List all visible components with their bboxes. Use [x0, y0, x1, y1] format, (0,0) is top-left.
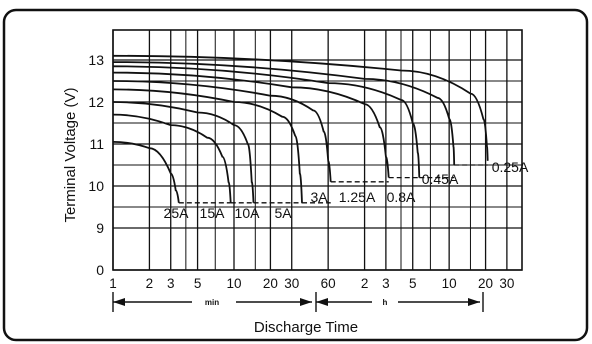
series-line-15A [112, 113, 232, 203]
x-tick-label: 10 [442, 276, 457, 291]
x-tick-label: 5 [409, 276, 417, 291]
cutoff-lines [178, 164, 488, 204]
y-tick-label: 12 [88, 94, 104, 110]
y-tick-label: 13 [88, 52, 104, 68]
series-line-25A [112, 141, 180, 203]
y-axis-label: Terminal Voltage (V) [62, 87, 79, 222]
x-tick-label: 20 [263, 276, 278, 291]
x-tick-label: 3 [382, 276, 390, 291]
x-tick-label: 1 [109, 276, 117, 291]
x-tick-label: 3 [167, 276, 175, 291]
x-tick-label: 2 [146, 276, 154, 291]
series-label: 0.8A [387, 189, 416, 205]
x-tick-label: 10 [226, 276, 241, 291]
x-tick-label: 30 [284, 276, 299, 291]
series-line-1.25A [112, 71, 390, 178]
plot-area [112, 29, 523, 271]
series-label: 1.25A [339, 189, 376, 205]
series-label: 5A [274, 205, 292, 221]
hours-range-label: h [383, 298, 388, 307]
y-tick-label: 10 [88, 178, 104, 194]
series-label: 3A [310, 189, 328, 205]
series-labels: 25A 15A 10A 5A 3A 1.25A 0.8A 0.45A 0.25A [164, 159, 529, 221]
series-line-0.45A [112, 61, 456, 166]
minutes-range-label: min [205, 298, 219, 307]
series-line-3A [112, 80, 332, 182]
x-tick-label: 5 [194, 276, 202, 291]
series-line-0.25A [112, 54, 489, 161]
series-label: 10A [235, 205, 261, 221]
series-label: 0.25A [492, 159, 529, 175]
series-line-10A [112, 101, 255, 203]
series-label: 25A [164, 205, 190, 221]
x-axis-label: Discharge Time [254, 319, 358, 336]
series-line-5A [112, 88, 303, 203]
x-tick-label: 30 [499, 276, 514, 291]
x-tick-label: 2 [361, 276, 369, 291]
series-line-0.8A [112, 65, 421, 178]
y-tick-label: 11 [89, 136, 104, 152]
y-tick-label: 0 [96, 262, 104, 278]
x-tick-label: 20 [478, 276, 493, 291]
series-layer [112, 54, 489, 203]
series-label: 0.45A [422, 171, 459, 187]
unit-brackets [112, 292, 484, 312]
x-tick-label: 60 [321, 276, 336, 291]
series-label: 15A [200, 205, 226, 221]
y-tick-label: 9 [96, 220, 104, 236]
